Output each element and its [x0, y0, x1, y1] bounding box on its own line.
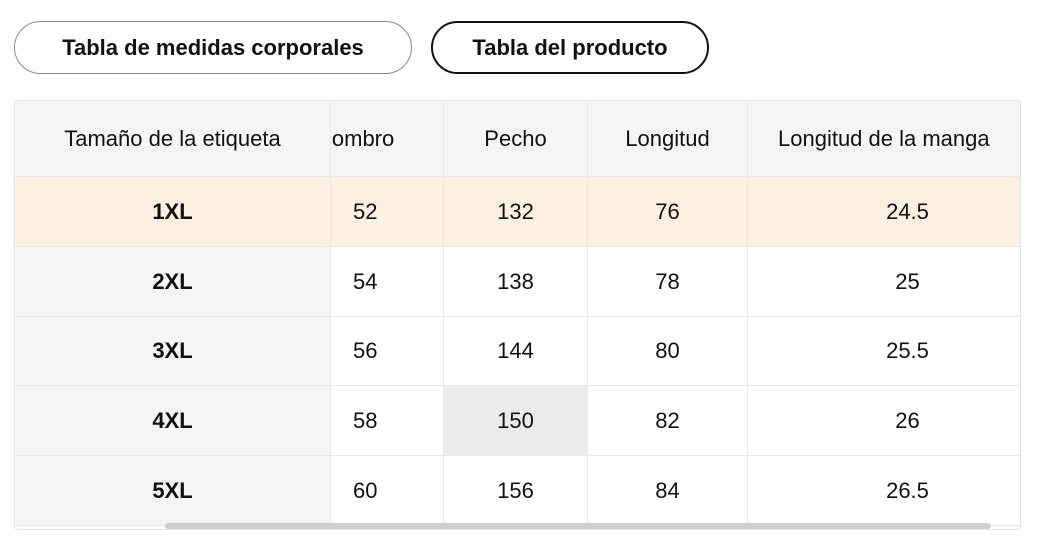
measure-cell: 144	[444, 317, 588, 386]
size-label: 3XL	[15, 317, 331, 386]
measure-cell: 26	[748, 386, 1020, 456]
measure-cell: 26.5	[748, 456, 1020, 526]
measure-cell: 138	[444, 247, 588, 317]
size-table: Tamaño de la etiqueta Hombro Pecho Longitud…	[14, 100, 1021, 530]
size-label: 2XL	[15, 247, 331, 317]
measure-cell: 78	[588, 247, 748, 317]
measure-cell: 76	[588, 177, 748, 247]
column-header: Longitud	[588, 101, 748, 177]
measure-cell: 60	[331, 456, 444, 526]
measure-cell: 25.5	[748, 317, 1020, 386]
tab-button[interactable]: Tabla del producto	[431, 21, 709, 74]
measure-cell: 24.5	[748, 177, 1020, 247]
column-header: Pecho	[444, 101, 588, 177]
tab-button[interactable]: Tabla de medidas corporales	[14, 21, 412, 74]
measure-cell: 58	[331, 386, 444, 456]
measure-cell: 52	[331, 177, 444, 247]
measure-cell: 56	[331, 317, 444, 386]
size-label: 1XL	[15, 177, 331, 247]
measure-cell: 82	[588, 386, 748, 456]
column-header: Hombro	[316, 101, 444, 177]
measure-cell: 150	[444, 386, 588, 456]
size-label: 5XL	[15, 456, 331, 526]
measure-cell: 80	[588, 317, 748, 386]
measure-cell: 132	[444, 177, 588, 247]
scrollbar[interactable]	[165, 523, 991, 529]
measure-cell: 25	[748, 247, 1020, 317]
measure-cell: 84	[588, 456, 748, 526]
column-header: Longitud de la manga	[748, 101, 1020, 177]
column-header: Tamaño de la etiqueta	[15, 101, 331, 177]
size-label: 4XL	[15, 386, 331, 456]
measure-cell: 156	[444, 456, 588, 526]
measure-cell: 54	[331, 247, 444, 317]
